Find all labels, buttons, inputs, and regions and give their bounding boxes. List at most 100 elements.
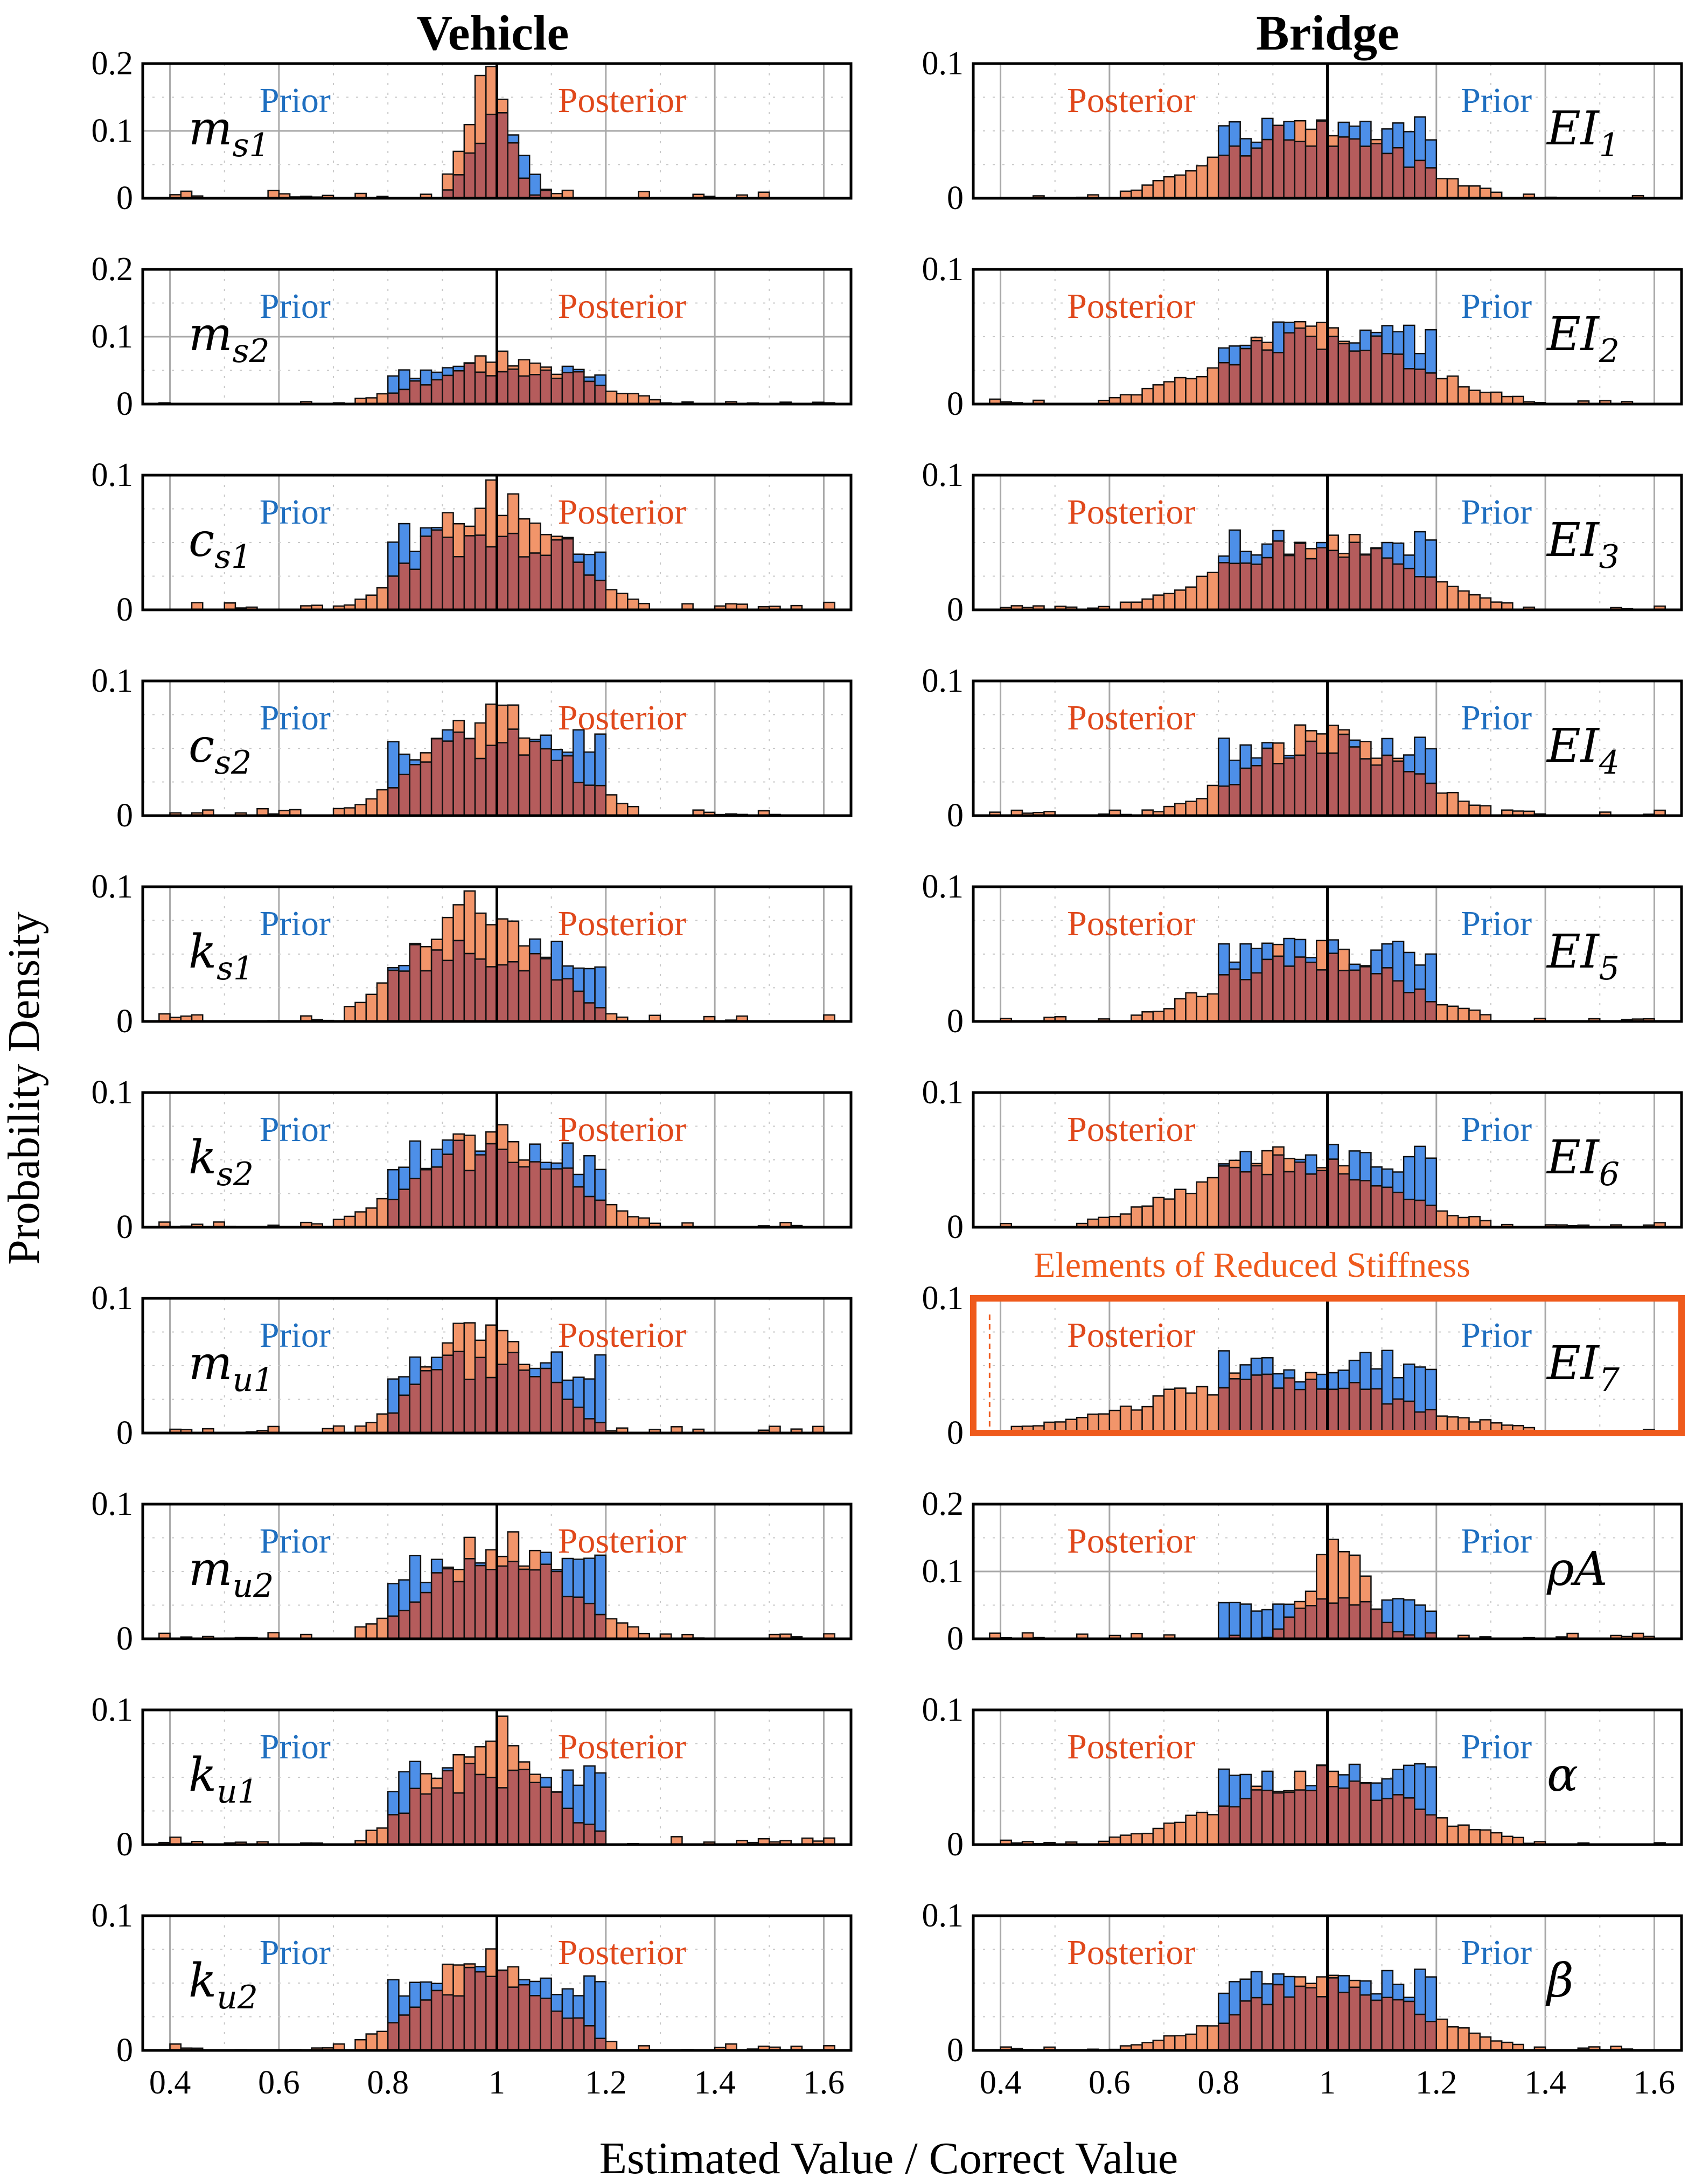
overlap-bar [1370, 764, 1383, 817]
posterior-bar [474, 507, 487, 536]
overlap-bar [398, 1610, 410, 1640]
prior-bar [1348, 342, 1361, 352]
parameter-name: ms2 [189, 308, 270, 370]
prior-bar [1348, 125, 1361, 140]
overlap-bar [540, 1367, 552, 1434]
posterior-bar [354, 804, 367, 817]
parameter-subscript: u2 [233, 1567, 274, 1605]
prior-bar [1272, 321, 1285, 353]
overlap-bar [420, 1169, 433, 1228]
overlap-bar [1283, 1996, 1296, 2051]
overlap-bar [1381, 152, 1394, 199]
posterior-bar [605, 1618, 618, 1640]
overlap-bar [561, 1167, 574, 1228]
overlap-bar [452, 940, 465, 1023]
overlap-bar [1337, 1992, 1350, 2051]
overlap-bar [507, 368, 520, 405]
overlap-bar [1250, 1997, 1263, 2051]
prior-bar [1392, 941, 1405, 982]
overlap-bar [1217, 155, 1230, 199]
overlap-bar [1337, 1173, 1350, 1228]
overlap-bar [474, 1971, 487, 2051]
overlap-bar [496, 371, 508, 405]
posterior-bar [507, 1745, 520, 1771]
overlap-bar [387, 575, 400, 611]
prior-bar [550, 749, 563, 761]
prior-bar [561, 1379, 574, 1400]
overlap-bar [1250, 972, 1263, 1023]
posterior-bar [1185, 801, 1197, 817]
overlap-bar [583, 1195, 596, 1228]
overlap-bar [485, 375, 498, 405]
prior-label: Prior [1461, 492, 1532, 532]
prior-bar [1425, 539, 1438, 578]
panel-frame [972, 474, 1683, 611]
overlap-bar [1294, 1388, 1307, 1434]
prior-bar [409, 1761, 422, 1790]
posterior-label: Posterior [558, 1933, 686, 1972]
overlap-bar [1305, 1605, 1317, 1640]
prior-bar [583, 1378, 596, 1420]
prior-bar [1217, 555, 1230, 564]
posterior-bar [507, 1966, 520, 1988]
posterior-label: Posterior [1067, 1316, 1195, 1355]
parameter-subscript: s2 [214, 744, 252, 782]
posterior-bar [474, 1339, 487, 1359]
prior-bar [398, 369, 410, 391]
x-tick-label: 1.2 [585, 2064, 627, 2101]
prior-bar [550, 1162, 563, 1170]
posterior-bar [1152, 1011, 1165, 1023]
prior-bar [540, 1977, 552, 1999]
overlap-bar [1229, 364, 1241, 405]
overlap-bar [507, 1161, 520, 1228]
overlap-bar [496, 742, 508, 817]
overlap-bar [474, 757, 487, 817]
posterior-bar [1206, 1394, 1219, 1434]
prior-bar [1425, 953, 1438, 1003]
overlap-bar [430, 1369, 443, 1434]
posterior-bar [354, 1211, 367, 1228]
parameter-name: cs2 [189, 719, 252, 782]
overlap-bar [1327, 1977, 1339, 2051]
overlap-bar [409, 1787, 422, 1846]
posterior-bar [1316, 940, 1328, 971]
prior-bar [398, 964, 410, 972]
panel-ρa-17: 0.2 0.1 0 Prior Posterior ρA [922, 1486, 1683, 1657]
panel-ei5-14: 0.1 0 Prior Posterior EI5 [922, 868, 1683, 1040]
posterior-bar [1141, 598, 1154, 611]
overlap-bar [540, 1998, 552, 2051]
posterior-bar [1468, 1216, 1481, 1228]
posterior-bar [1479, 2036, 1492, 2051]
prior-bar [528, 1367, 541, 1378]
overlap-bar [1425, 1001, 1438, 1023]
overlap-bar [1359, 758, 1372, 817]
prior-bar [1425, 1610, 1438, 1634]
prior-bar [430, 371, 443, 381]
posterior-bar [376, 587, 389, 611]
panel-cs1-2: 0.1 0 Prior Posterior cs1 [92, 457, 853, 628]
prior-bar [1229, 345, 1241, 366]
prior-bar [1250, 1610, 1263, 1640]
posterior-bar [1185, 378, 1197, 405]
prior-bar [550, 1351, 563, 1383]
posterior-bar [1359, 741, 1372, 760]
posterior-bar [1185, 1392, 1197, 1434]
overlap-bar [594, 784, 607, 817]
prior-bar [442, 729, 454, 742]
overlap-bar [1392, 760, 1405, 817]
overlap-bar [1414, 1199, 1426, 1228]
prior-bar [1316, 1373, 1328, 1390]
posterior-bar [1316, 1976, 1328, 1998]
parameter-subscript: 5 [1599, 950, 1620, 987]
overlap-bar [1381, 967, 1394, 1023]
prior-bar [1305, 957, 1317, 963]
overlap-bar [528, 1161, 541, 1228]
posterior-bar [1206, 1177, 1219, 1228]
posterior-bar [1141, 1406, 1154, 1434]
overlap-bar [1403, 1797, 1415, 1846]
overlap-bar [474, 142, 487, 199]
overlap-bar [1348, 138, 1361, 199]
prior-bar [1239, 943, 1252, 980]
overlap-bar [1337, 136, 1350, 199]
posterior-bar [616, 593, 629, 611]
